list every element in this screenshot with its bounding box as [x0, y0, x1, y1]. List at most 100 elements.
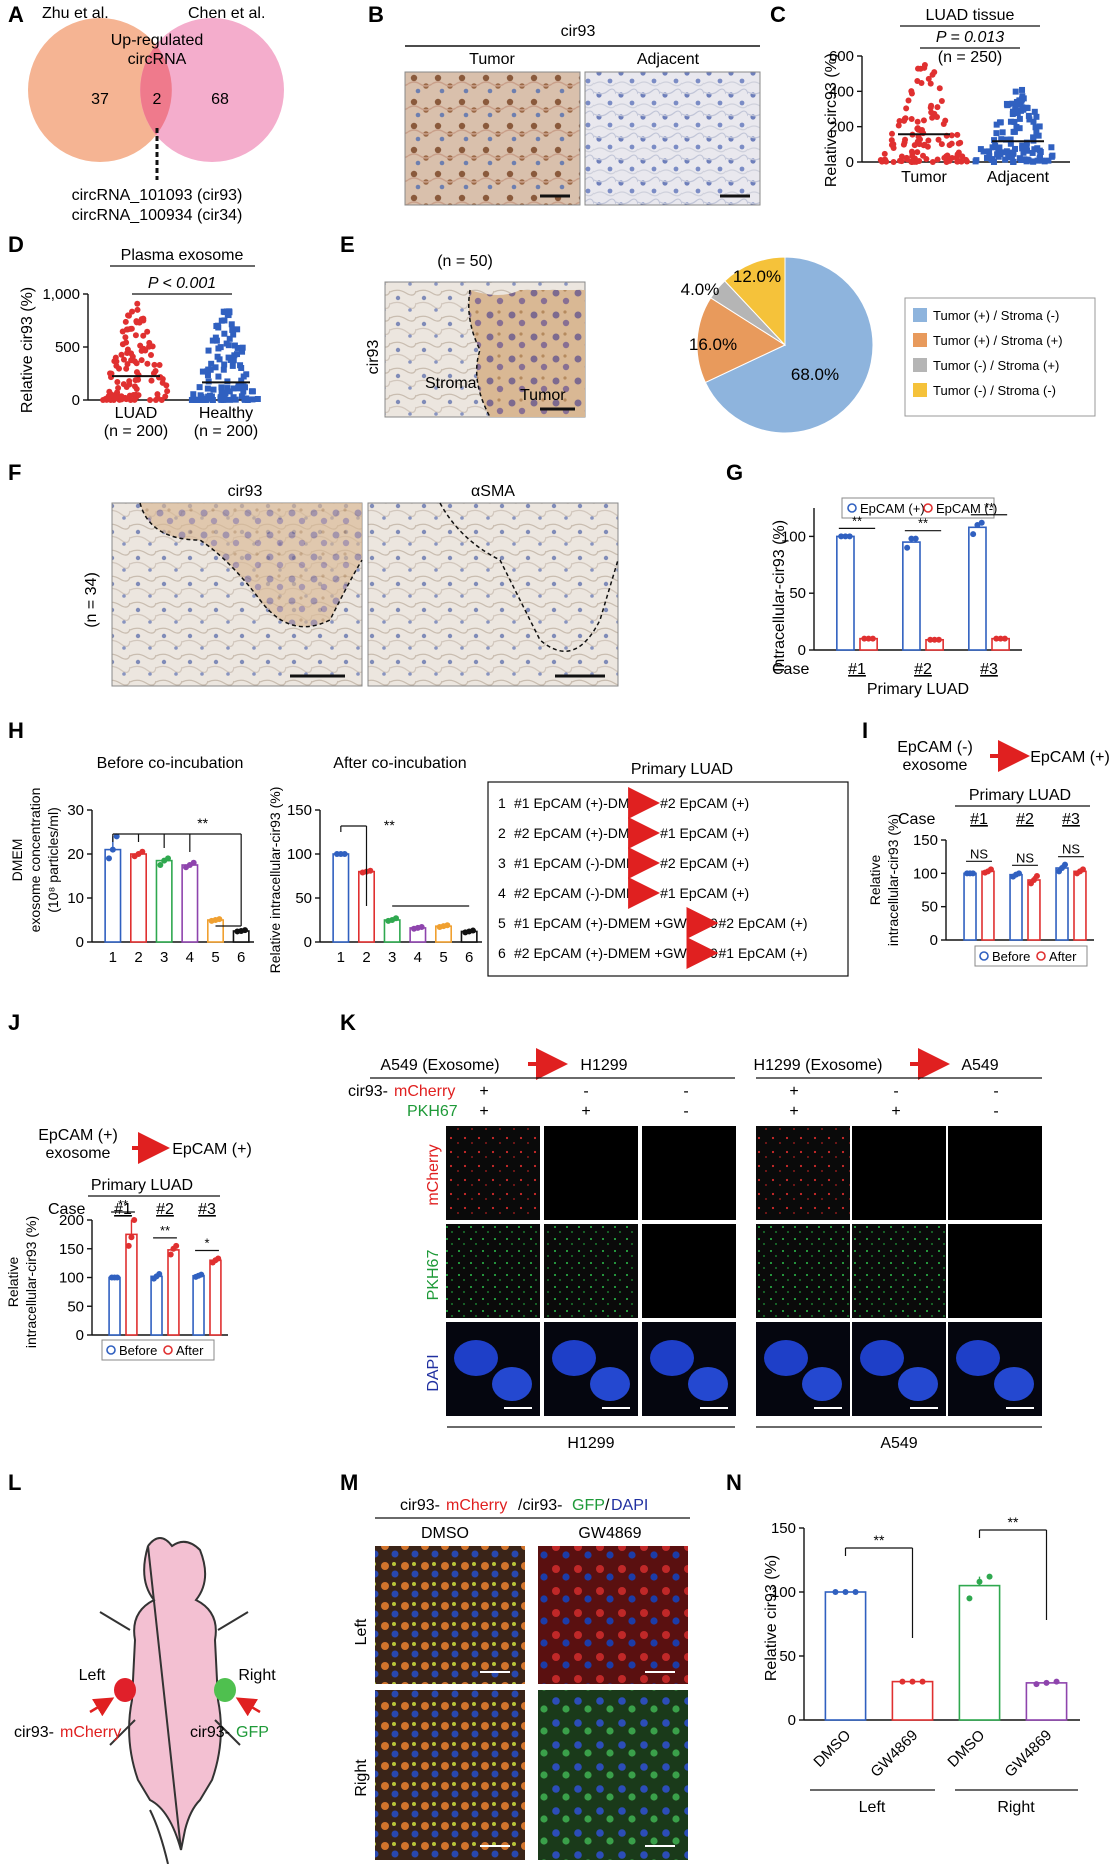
- d-point: [125, 312, 132, 319]
- sig-label: NS: [970, 846, 988, 861]
- c-point: [1011, 118, 1018, 125]
- d-point: [215, 373, 222, 380]
- chartN-y-tick-label: 150: [771, 1520, 796, 1537]
- d-point: [105, 396, 112, 403]
- chartJ-y-tick-label: 0: [76, 1327, 84, 1344]
- bar: [958, 1584, 1001, 1721]
- panel-g-xtitle: Primary LUAD: [867, 681, 969, 698]
- microscopy-tile: [756, 1224, 850, 1318]
- panel-h-ylabel-2: Relative intracellular-cir93 (%): [267, 787, 283, 974]
- chartJ-y-tick-label: 100: [59, 1270, 84, 1287]
- c-y-tick-label: 0: [846, 154, 854, 171]
- c-point: [925, 75, 932, 82]
- d-point: [112, 354, 119, 361]
- m-right-dmso-image: [375, 1690, 525, 1860]
- panel-h-ylabel-1c: (10⁸ particles/ml): [45, 807, 61, 913]
- c-point: [1012, 102, 1019, 109]
- bar-point: [970, 531, 977, 538]
- d-point: [210, 386, 217, 393]
- panel-letter-h: H: [8, 718, 24, 743]
- chartN-y-tick-label: 100: [771, 1584, 796, 1601]
- condition-source: #2 EpCAM (-)-DMEM: [514, 885, 647, 901]
- c-point: [940, 121, 947, 128]
- c-point: [1007, 118, 1014, 125]
- chart-c: 0 200 400 600 Tumor Adjacent: [829, 48, 1070, 186]
- panel-h-after-title: After co-incubation: [333, 755, 466, 772]
- condition-index: 1: [498, 795, 506, 811]
- panel-k-header-2: H1299 (Exosome): [754, 1057, 883, 1074]
- bar: [108, 1276, 121, 1336]
- panel-c-title: LUAD tissue: [926, 7, 1015, 24]
- bar-point: [970, 870, 977, 877]
- legend-epcam-neg: EpCAM (-): [936, 501, 997, 516]
- legend-epcam-pos: EpCAM (+): [860, 501, 925, 516]
- chartG-y-tick-label: 0: [798, 642, 806, 659]
- legend-label: Tumor (+) / Stroma (-): [933, 308, 1059, 323]
- panel-letter-b: B: [368, 2, 384, 27]
- c-point: [911, 142, 918, 149]
- c-point: [954, 131, 961, 138]
- panel-m: M cir93- mCherry /cir93- GFP / DAPI DMSO…: [340, 1470, 690, 1860]
- sig-label: **: [1008, 1514, 1019, 1530]
- c-point: [1023, 139, 1030, 146]
- d-point: [110, 393, 117, 400]
- nucleus: [802, 1367, 842, 1401]
- pie-slice-label: 4.0%: [681, 280, 720, 299]
- mouse-left-label: Left: [79, 1667, 106, 1684]
- venn-overlap: [140, 45, 172, 135]
- panel-n-group-right: Right: [997, 1799, 1035, 1816]
- d-point: [120, 381, 127, 388]
- panel-j-ylabel-2: intracellular-cir93 (%): [23, 1216, 39, 1348]
- sig-label: **: [118, 1197, 128, 1212]
- d-point: [225, 312, 232, 319]
- c-point: [1033, 129, 1040, 136]
- chart-n: 0 50 100 150 DMSO GW4869 DMSO GW4869 ** **: [771, 1514, 1080, 1781]
- chartH2-y-tick-label: 150: [287, 802, 312, 819]
- c-point: [991, 137, 998, 144]
- c-point: [902, 115, 909, 122]
- c-point: [895, 122, 902, 129]
- case-label: #2: [1016, 811, 1034, 828]
- panel-i-ylabel-1: Relative: [867, 855, 883, 906]
- condition-target: #2 EpCAM (+): [719, 915, 808, 931]
- legend-label: Tumor (+) / Stroma (+): [933, 333, 1063, 348]
- panel-m-row-right: Right: [353, 1759, 370, 1797]
- sig-label: **: [918, 516, 928, 531]
- bar-point: [470, 927, 477, 934]
- c-group-label: Tumor: [901, 169, 947, 186]
- bar-point: [165, 855, 172, 862]
- d-point: [249, 388, 256, 395]
- panel-c: C LUAD tissue P = 0.013 (n = 250) Relati…: [770, 2, 1070, 187]
- sig-label: **: [197, 815, 208, 831]
- c-point: [1019, 86, 1026, 93]
- c-point: [1019, 93, 1026, 100]
- bar: [104, 848, 122, 943]
- d-point: [230, 394, 237, 401]
- sig-label: **: [852, 513, 862, 528]
- panel-letter-k: K: [340, 1010, 356, 1035]
- condition-index: 6: [498, 945, 506, 961]
- bar-point: [444, 922, 451, 929]
- c-y-tick-label: 400: [829, 83, 854, 100]
- d-point: [199, 368, 206, 375]
- c-point: [1019, 104, 1026, 111]
- condition-target: #1 EpCAM (+): [660, 885, 749, 901]
- d-point: [215, 345, 222, 352]
- panel-c-pval: P = 0.013: [936, 29, 1004, 46]
- c-point: [948, 140, 955, 147]
- case-label: #2: [914, 661, 932, 678]
- pie-legend-box: [904, 297, 1096, 417]
- mcherry-sign: -: [683, 1083, 688, 1100]
- c-point: [936, 85, 943, 92]
- d-point: [128, 325, 135, 332]
- case-label: #3: [198, 1201, 216, 1218]
- panel-h-condition-rows: 1 #1 EpCAM (+)-DMEM #2 EpCAM (+) 2 #2 EpCAM …: [498, 787, 808, 969]
- panel-m-col-dmso: DMSO: [421, 1525, 469, 1542]
- side-label-pkh67: PKH67: [425, 1250, 442, 1301]
- d-point: [223, 340, 230, 347]
- bar: [824, 1591, 867, 1721]
- d-point: [228, 321, 235, 328]
- d-point: [238, 377, 245, 384]
- d-point: [132, 377, 139, 384]
